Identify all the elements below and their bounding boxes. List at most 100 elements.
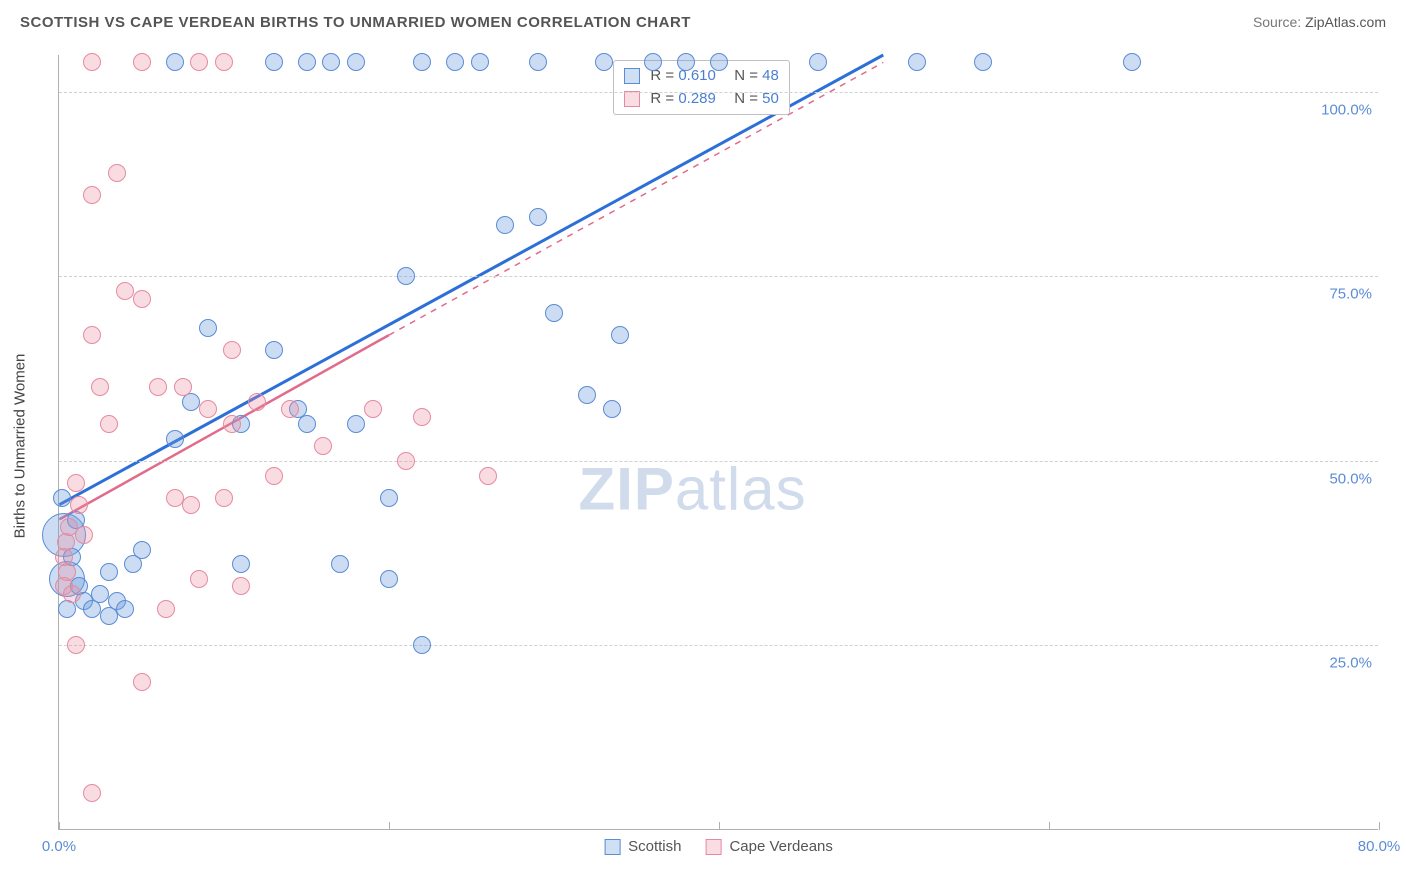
scatter-point (83, 784, 101, 802)
legend-item: Scottish (604, 838, 681, 855)
scatter-point (83, 53, 101, 71)
scatter-point (397, 452, 415, 470)
scatter-point (322, 53, 340, 71)
scatter-point (364, 400, 382, 418)
x-tick-label: 0.0% (42, 838, 76, 855)
scatter-point (265, 467, 283, 485)
scatter-point (413, 408, 431, 426)
scatter-point (133, 53, 151, 71)
scatter-point (298, 53, 316, 71)
scatter-point (166, 489, 184, 507)
source-label: Source: (1253, 14, 1305, 30)
legend-bottom: Scottish Cape Verdeans (604, 838, 833, 855)
scatter-point (75, 526, 93, 544)
legend-label: Scottish (628, 838, 681, 855)
legend-stats-box: R = 0.610 N = 48R = 0.289 N = 50 (613, 60, 789, 115)
scatter-point (116, 282, 134, 300)
scatter-point (63, 585, 81, 603)
legend-stat-row: R = 0.289 N = 50 (624, 88, 778, 111)
scatter-point (413, 636, 431, 654)
scatter-point (215, 489, 233, 507)
scatter-point (83, 326, 101, 344)
scatter-point (974, 53, 992, 71)
scatter-point (347, 53, 365, 71)
scatter-point (232, 577, 250, 595)
scatter-point (298, 415, 316, 433)
scatter-point (91, 585, 109, 603)
scatter-point (595, 53, 613, 71)
legend-swatch (624, 68, 640, 84)
legend-swatch (624, 91, 640, 107)
y-tick-label: 50.0% (1329, 470, 1372, 487)
scatter-point (578, 386, 596, 404)
scatter-point (471, 53, 489, 71)
y-axis-title: Births to Unmarried Women (12, 354, 29, 539)
scatter-point (133, 541, 151, 559)
chart-header: SCOTTISH VS CAPE VERDEAN BIRTHS TO UNMAR… (0, 0, 1406, 48)
scatter-point (496, 216, 514, 234)
scatter-point (347, 415, 365, 433)
scatter-point (100, 415, 118, 433)
scatter-point (397, 267, 415, 285)
scatter-point (314, 437, 332, 455)
scatter-point (413, 53, 431, 71)
scatter-plot: ZIPatlas R = 0.610 N = 48R = 0.289 N = 5… (58, 55, 1378, 830)
watermark-text: ZIPatlas (579, 455, 807, 524)
scatter-point (446, 53, 464, 71)
legend-n-label: N = 50 (726, 88, 779, 111)
scatter-point (149, 378, 167, 396)
scatter-point (190, 570, 208, 588)
scatter-point (100, 563, 118, 581)
gridline (59, 276, 1378, 277)
scatter-point (545, 304, 563, 322)
scatter-point (157, 600, 175, 618)
watermark-atlas: atlas (675, 456, 807, 523)
scatter-point (1123, 53, 1141, 71)
y-tick-label: 75.0% (1329, 286, 1372, 303)
scatter-point (116, 600, 134, 618)
scatter-point (83, 186, 101, 204)
scatter-point (67, 474, 85, 492)
scatter-point (91, 378, 109, 396)
scatter-point (380, 489, 398, 507)
scatter-point (67, 636, 85, 654)
scatter-point (70, 496, 88, 514)
scatter-point (166, 430, 184, 448)
scatter-point (677, 53, 695, 71)
scatter-point (53, 489, 71, 507)
source-value: ZipAtlas.com (1305, 14, 1386, 30)
scatter-point (248, 393, 266, 411)
scatter-point (215, 53, 233, 71)
scatter-point (190, 53, 208, 71)
legend-n-label: N = 48 (726, 65, 779, 88)
legend-swatch (705, 839, 721, 855)
legend-swatch (604, 839, 620, 855)
scatter-point (611, 326, 629, 344)
scatter-point (174, 378, 192, 396)
scatter-point (908, 53, 926, 71)
x-tick (59, 822, 60, 830)
scatter-point (331, 555, 349, 573)
x-tick (389, 822, 390, 830)
scatter-point (644, 53, 662, 71)
source-attribution: Source: ZipAtlas.com (1253, 14, 1386, 30)
scatter-point (809, 53, 827, 71)
scatter-point (182, 496, 200, 514)
scatter-point (133, 290, 151, 308)
x-tick (1379, 822, 1380, 830)
scatter-point (223, 341, 241, 359)
scatter-point (166, 53, 184, 71)
scatter-point (265, 53, 283, 71)
y-tick-label: 25.0% (1329, 655, 1372, 672)
scatter-point (223, 415, 241, 433)
scatter-point (603, 400, 621, 418)
scatter-point (529, 53, 547, 71)
y-tick-label: 100.0% (1321, 101, 1372, 118)
x-tick (719, 822, 720, 830)
legend-item: Cape Verdeans (705, 838, 832, 855)
gridline (59, 92, 1378, 93)
watermark-zip: ZIP (579, 456, 675, 523)
scatter-point (479, 467, 497, 485)
trend-lines-layer (59, 55, 1378, 829)
scatter-point (199, 400, 217, 418)
